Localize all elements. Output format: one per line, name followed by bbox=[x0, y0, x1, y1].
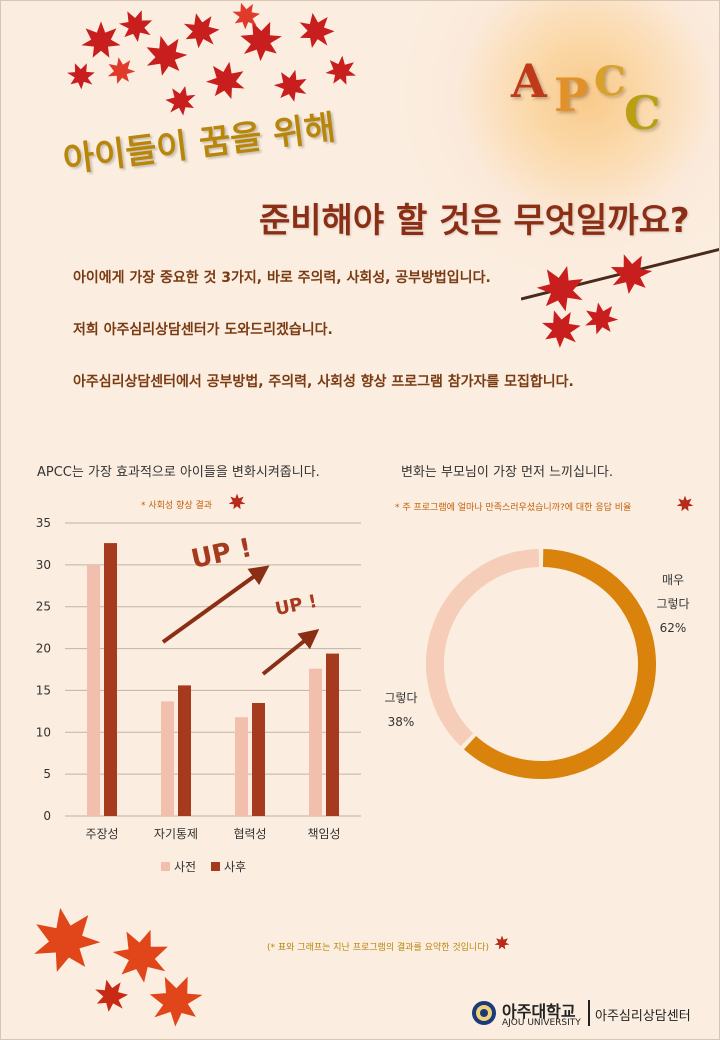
y-tick-label: 0 bbox=[43, 809, 51, 823]
y-tick-label: 10 bbox=[36, 725, 51, 739]
bar-after bbox=[252, 702, 265, 816]
legend-swatch bbox=[211, 862, 220, 871]
y-tick-label: 5 bbox=[43, 767, 51, 781]
title-line-2: 준비해야 할 것은 무엇일까요? bbox=[259, 201, 690, 241]
intro-line-2: 저희 아주심리상담센터가 도와드리겠습니다. bbox=[73, 322, 333, 338]
university-seal-logo bbox=[472, 1001, 496, 1025]
left-section-heading: APCC는 가장 효과적으로 아이들을 변화시켜줍니다. bbox=[37, 465, 320, 480]
small-leaf-icon bbox=[676, 495, 694, 512]
brand-divider bbox=[588, 1000, 590, 1026]
logo-letter-a: A bbox=[511, 54, 547, 108]
up-arrow-2 bbox=[261, 629, 320, 676]
up-arrows bbox=[161, 565, 320, 676]
legend-label: 사전 bbox=[174, 860, 196, 874]
left-section-note: * 사회성 향상 결과 bbox=[141, 501, 213, 511]
logo-letter-c2: C bbox=[624, 86, 661, 140]
maple-branch-right-illustration bbox=[521, 247, 719, 354]
up-arrow-1 bbox=[161, 565, 270, 644]
university-name-en: AJOU UNIVERSITY bbox=[502, 1018, 581, 1028]
bar-after bbox=[326, 653, 339, 816]
bar-after bbox=[104, 543, 117, 816]
donut-slice bbox=[463, 549, 656, 779]
donut-slice bbox=[426, 549, 540, 747]
right-section-heading: 변화는 부모님이 가장 먼저 느끼십니다. bbox=[401, 465, 614, 480]
y-tick-label: 20 bbox=[36, 642, 51, 656]
bar-before bbox=[235, 717, 248, 816]
slice-name-label: 그렇다 bbox=[384, 690, 417, 705]
logo-letter-c1: C bbox=[594, 58, 626, 105]
bar-before bbox=[87, 564, 100, 816]
university-name-kr: 아주대학교 bbox=[502, 1002, 576, 1021]
y-tick-label: 30 bbox=[36, 558, 51, 572]
bar-before bbox=[161, 701, 174, 816]
x-tick-label: 책임성 bbox=[307, 826, 340, 841]
logo-letter-p: P bbox=[554, 68, 589, 122]
x-tick-label: 주장성 bbox=[85, 827, 118, 841]
bar-after bbox=[178, 685, 191, 816]
legend-label: 사후 bbox=[224, 860, 246, 874]
intro-line-1: 아이에게 가장 중요한 것 3가지, 바로 주의력, 사회성, 공부방법입니다. bbox=[73, 270, 491, 286]
slice-name-label: 매우 bbox=[662, 573, 684, 587]
maple-leaves-bottom-illustration bbox=[27, 902, 206, 1033]
slice-percent-label: 62% bbox=[660, 621, 687, 635]
x-tick-label: 협력성 bbox=[233, 827, 266, 841]
bar-before bbox=[309, 668, 322, 816]
center-name: 아주심리상담센터 bbox=[595, 1009, 691, 1024]
slice-name-label: 그렇다 bbox=[656, 596, 689, 611]
small-leaf-icon bbox=[228, 493, 246, 510]
y-tick-label: 15 bbox=[36, 683, 51, 697]
intro-line-3: 아주심리상담센터에서 공부방법, 주의력, 사회성 향상 프로그램 참가자를 모… bbox=[73, 374, 574, 390]
y-tick-label: 25 bbox=[36, 600, 51, 614]
slice-percent-label: 38% bbox=[388, 715, 415, 729]
legend-swatch bbox=[161, 862, 170, 871]
x-tick-label: 자기통제 bbox=[154, 827, 198, 841]
right-section-note: * 주 프로그램에 얼마나 만족스러우셨습니까?에 대한 응답 비율 bbox=[395, 503, 632, 513]
apcc-logo: A P C C bbox=[506, 46, 676, 146]
footer-note: (* 표와 그래프는 지난 프로그램의 결과를 요약한 것입니다) bbox=[267, 943, 489, 953]
y-tick-label: 35 bbox=[36, 516, 51, 530]
small-leaf-icon bbox=[494, 935, 510, 950]
